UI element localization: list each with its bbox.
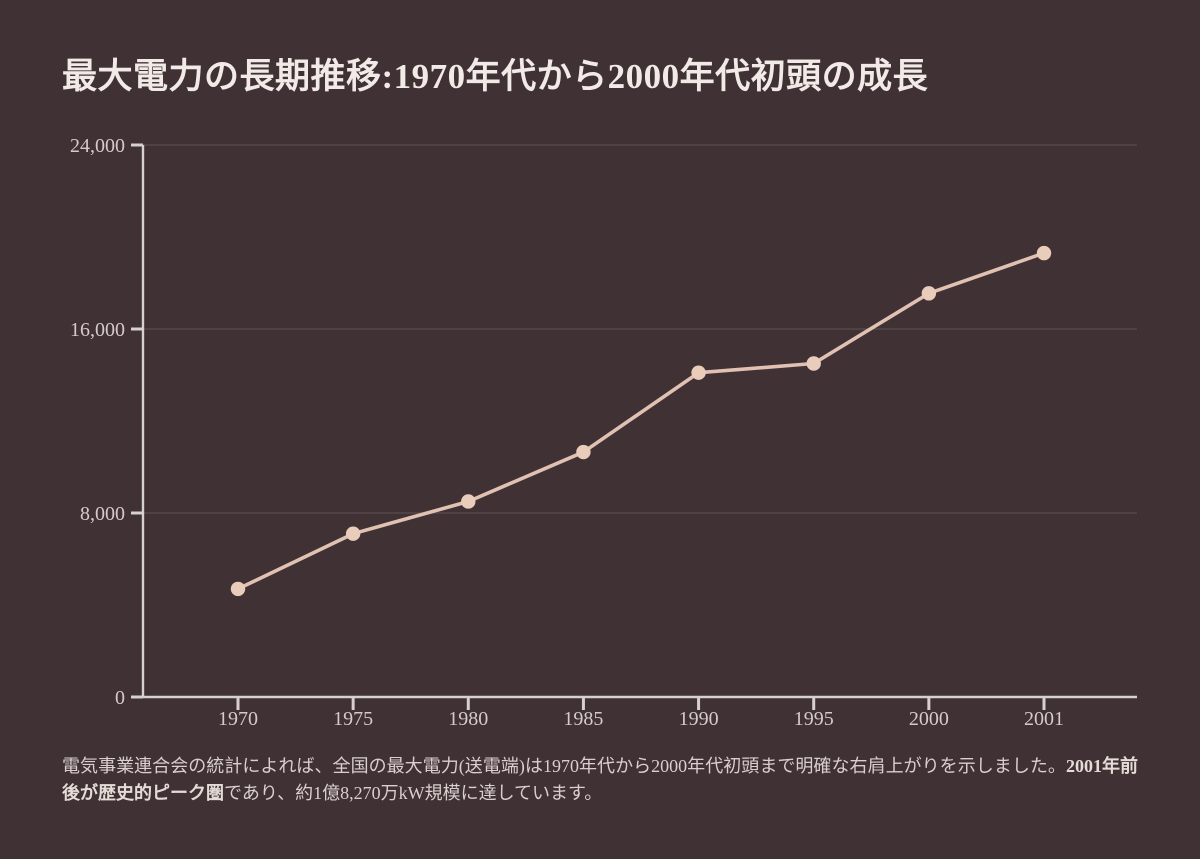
data-point (1036, 245, 1052, 261)
data-point (691, 365, 706, 380)
data-series-line (236, 251, 1046, 591)
y-tick-label: 16,000 (70, 319, 125, 341)
y-tick-label: 8,000 (80, 503, 125, 525)
data-point (230, 581, 246, 597)
y-tick-label: 0 (115, 687, 125, 709)
y-tick-label: 24,000 (70, 135, 125, 157)
x-tick-label: 1985 (563, 708, 603, 730)
x-tick-label: 1970 (218, 708, 258, 730)
x-tick-label: 2001 (1024, 708, 1064, 730)
data-point (921, 286, 937, 301)
footnote-text-bold: 2001年前後が歴史的ピーク圏 (62, 756, 1139, 803)
x-tick-label: 2000 (909, 708, 949, 730)
data-point (806, 356, 821, 371)
footnote-text-tail: であり、約1億8,270万kW規模に達しています。 (224, 783, 603, 803)
chart-title: 最大電力の長期推移:1970年代から2000年代初頭の成長 (62, 57, 929, 96)
chart-footnote: 電気事業連合会の統計によれば、全国の最大電力(送電端)は1970年代から2000… (62, 753, 1138, 807)
data-point (461, 494, 476, 509)
x-tick-label: 1980 (448, 708, 488, 730)
data-point (345, 526, 361, 541)
footnote-text-lead: 電気事業連合会の統計によれば、全国の最大電力(送電端)は1970年代から2000… (62, 756, 1066, 776)
x-tick-label: 1995 (794, 708, 834, 730)
data-point (576, 444, 591, 460)
x-tick-label: 1975 (333, 708, 373, 730)
x-tick-label: 1990 (679, 708, 719, 730)
